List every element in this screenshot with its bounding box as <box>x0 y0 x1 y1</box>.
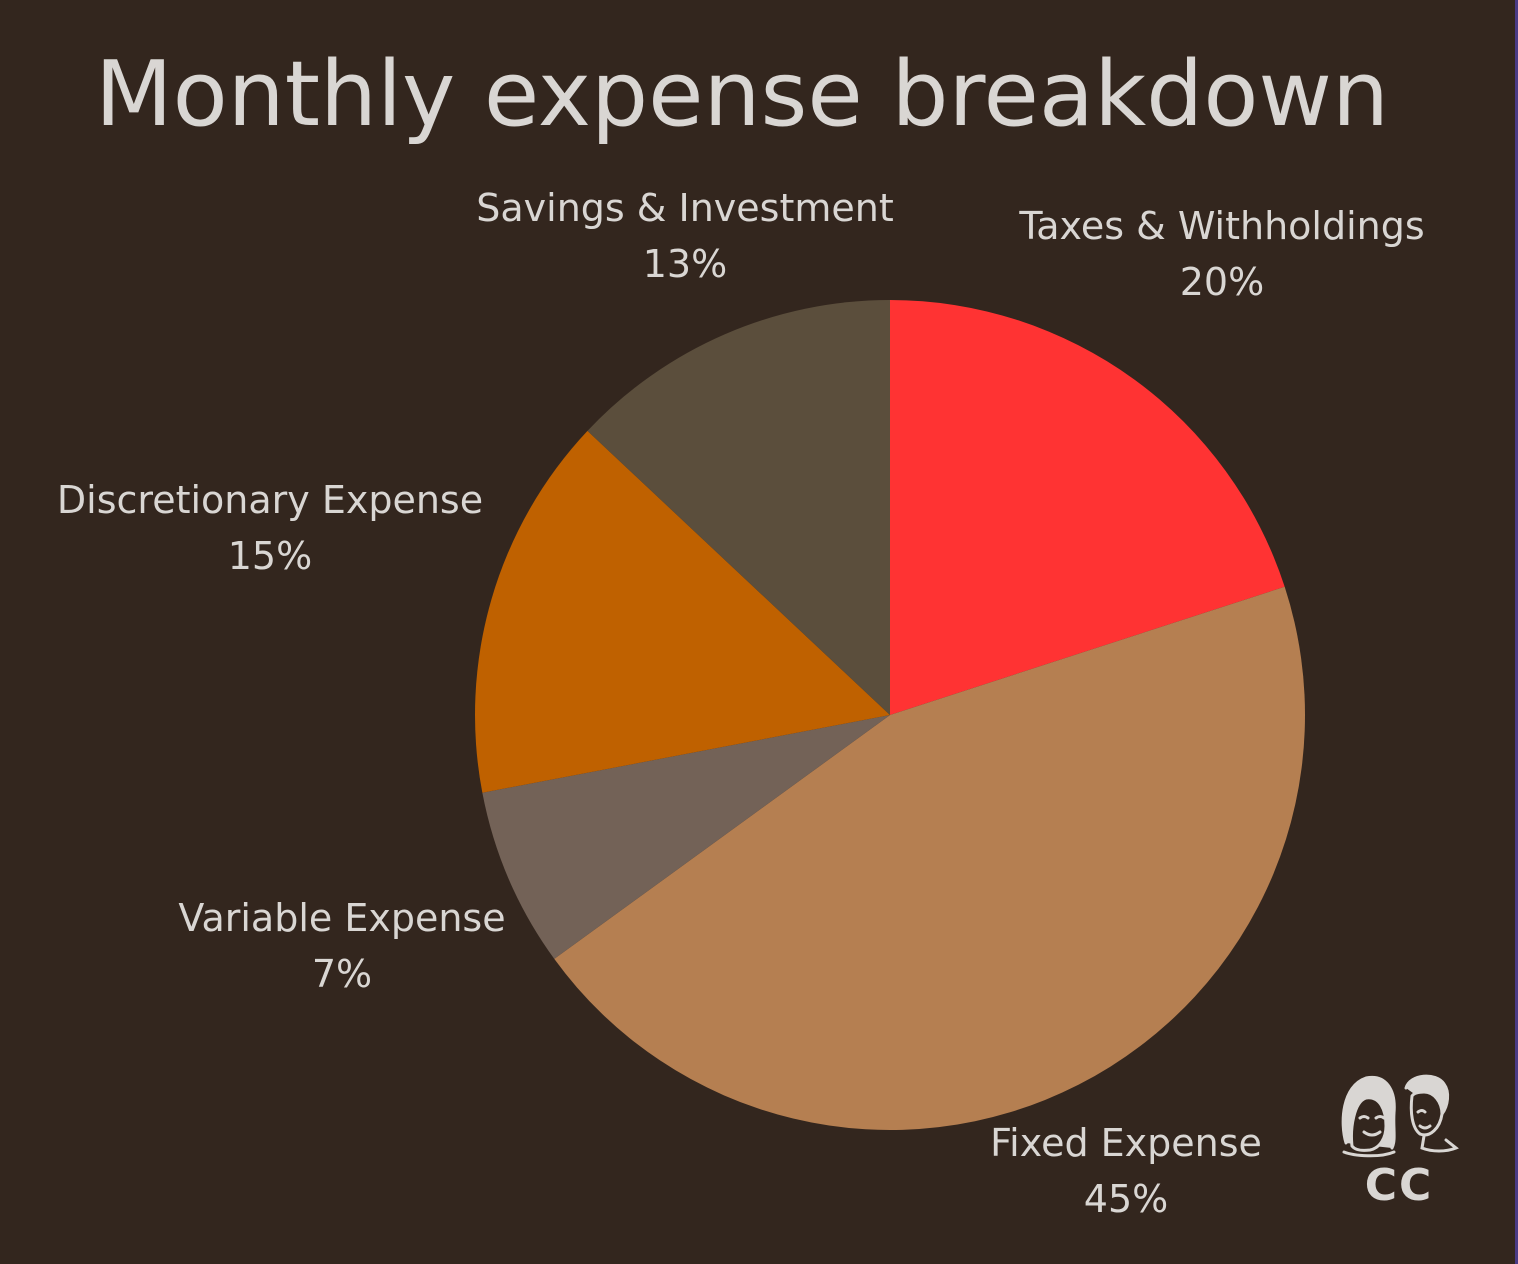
pie-slice-fixed-expense <box>554 586 1305 1130</box>
pie-slices <box>474 300 1305 1130</box>
chart-title: Monthly expense breakdown <box>94 42 1390 147</box>
slice-label-value: 13% <box>642 242 728 286</box>
pie-slice-savings-investment <box>587 300 890 715</box>
slice-label: Discretionary Expense 15% <box>57 472 483 584</box>
slice-label-name: Discretionary Expense <box>56 478 484 522</box>
slice-label-name: Fixed Expense <box>990 1121 1262 1165</box>
pie-slice-taxes-withholdings <box>890 300 1285 715</box>
slice-label-value: 7% <box>311 952 373 996</box>
slice-label: Variable Expense 7% <box>178 890 505 1002</box>
slice-label-name: Savings & Investment <box>476 186 894 230</box>
slice-label-name: Variable Expense <box>178 896 506 940</box>
slice-label: Taxes & Withholdings 20% <box>1019 198 1424 310</box>
slice-label: Fixed Expense 45% <box>990 1115 1262 1227</box>
cc-brand-logo: CC <box>1341 1074 1459 1208</box>
two-faces-logo-icon <box>1341 1074 1459 1158</box>
slice-label: Savings & Investment 13% <box>476 180 893 292</box>
pie-slice-variable-expense <box>482 715 890 959</box>
pie-slice-discretionary-expense <box>474 430 890 793</box>
page-edge-stripe <box>1515 0 1518 1264</box>
slice-label-value: 15% <box>227 534 313 578</box>
slice-label-name: Taxes & Withholdings <box>1019 204 1425 248</box>
logo-text: CC <box>1365 1160 1434 1208</box>
slice-label-value: 20% <box>1179 260 1265 304</box>
slice-label-value: 45% <box>1083 1177 1169 1221</box>
